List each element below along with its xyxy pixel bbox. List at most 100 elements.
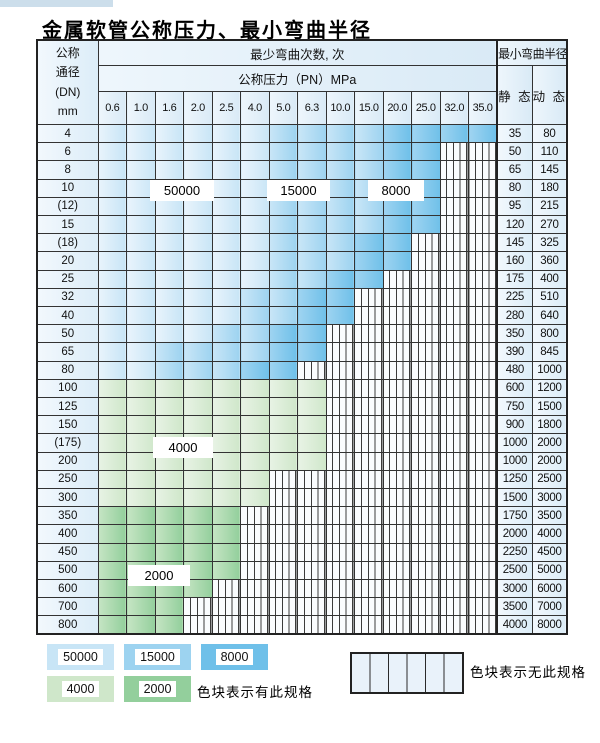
spec-cell bbox=[354, 233, 384, 253]
spec-cell bbox=[154, 360, 184, 380]
no-spec-cell bbox=[468, 233, 498, 253]
static-radius-value: 390 bbox=[496, 342, 533, 362]
no-spec-cell bbox=[325, 469, 355, 490]
table-row: 50 350 800 bbox=[36, 324, 568, 344]
legend-swatch-2000: 2000 bbox=[124, 676, 191, 702]
spec-cell bbox=[183, 251, 213, 271]
spec-cell bbox=[268, 397, 298, 417]
pressure-value-header: 6.3 bbox=[297, 91, 327, 125]
dn-label: 80 bbox=[36, 360, 99, 380]
no-spec-cell bbox=[439, 178, 469, 198]
spec-cell bbox=[211, 215, 241, 235]
legend-swatch-label: 15000 bbox=[135, 649, 180, 665]
spec-cell bbox=[154, 469, 184, 490]
spec-cell bbox=[126, 196, 156, 217]
spec-cell bbox=[126, 269, 156, 289]
spec-cell bbox=[97, 433, 127, 453]
no-spec-cell bbox=[468, 160, 498, 180]
spec-cell bbox=[240, 324, 270, 344]
dn-label: 25 bbox=[36, 269, 99, 289]
no-spec-cell bbox=[382, 579, 412, 599]
pressure-value-header: 35.0 bbox=[468, 91, 498, 125]
no-spec-cell bbox=[468, 342, 498, 362]
spec-cell bbox=[240, 397, 270, 417]
spec-cell bbox=[154, 597, 184, 617]
spec-cell bbox=[97, 142, 127, 162]
no-spec-cell bbox=[354, 342, 384, 362]
no-spec-cell bbox=[382, 597, 412, 617]
spec-cell bbox=[211, 142, 241, 162]
spec-cell bbox=[325, 215, 355, 235]
no-spec-cell bbox=[439, 524, 469, 544]
spec-cell bbox=[126, 233, 156, 253]
legend-has-spec-note: 色块表示有此规格 bbox=[197, 685, 313, 700]
table-row: 20 160 360 bbox=[36, 251, 568, 271]
spec-cell bbox=[354, 251, 384, 271]
spec-cell bbox=[126, 160, 156, 180]
spec-cell bbox=[268, 123, 298, 144]
no-spec-cell bbox=[183, 597, 213, 617]
no-spec-cell bbox=[411, 615, 441, 635]
no-spec-cell bbox=[468, 142, 498, 162]
spec-cell bbox=[126, 251, 156, 271]
pressure-values-row: 0.6 1.0 1.6 2.0 2.5 4.0 5.0 6.3 10.0 15.0 20.0 25.0… bbox=[37, 91, 567, 125]
table-row: 400 2000 4000 bbox=[36, 524, 568, 544]
no-spec-cell bbox=[439, 560, 469, 581]
static-radius-value: 4000 bbox=[496, 615, 533, 635]
static-radius-value: 2000 bbox=[496, 524, 533, 544]
spec-cell bbox=[240, 488, 270, 508]
no-spec-cell bbox=[439, 233, 469, 253]
spec-cell bbox=[126, 397, 156, 417]
spec-cell bbox=[382, 251, 412, 271]
no-spec-cell bbox=[325, 560, 355, 581]
spec-cell bbox=[240, 196, 270, 217]
dn-header-line: 通径 bbox=[55, 65, 80, 79]
static-radius-value: 35 bbox=[496, 123, 533, 144]
no-spec-cell bbox=[468, 451, 498, 471]
no-spec-cell bbox=[439, 433, 469, 453]
no-spec-cell bbox=[439, 579, 469, 599]
spec-cell bbox=[154, 378, 184, 399]
no-spec-cell bbox=[439, 287, 469, 308]
no-spec-cell bbox=[297, 542, 327, 562]
no-spec-cell bbox=[325, 597, 355, 617]
no-spec-cell bbox=[439, 269, 469, 289]
no-spec-cell bbox=[211, 597, 241, 617]
spec-cell bbox=[183, 233, 213, 253]
dn-label: 300 bbox=[36, 488, 99, 508]
spec-cell bbox=[268, 269, 298, 289]
no-spec-cell bbox=[354, 579, 384, 599]
spec-cell bbox=[382, 233, 412, 253]
no-spec-cell bbox=[439, 397, 469, 417]
no-spec-cell bbox=[439, 488, 469, 508]
spec-cell bbox=[411, 142, 441, 162]
spec-cell bbox=[97, 269, 127, 289]
spec-cell bbox=[97, 542, 127, 562]
table-row: 600 3000 6000 bbox=[36, 579, 568, 599]
dynamic-radius-value: 215 bbox=[531, 196, 568, 217]
spec-cell bbox=[183, 542, 213, 562]
dn-label: 500 bbox=[36, 560, 99, 581]
spec-cell bbox=[126, 615, 156, 635]
spec-cell bbox=[97, 233, 127, 253]
static-radius-value: 1750 bbox=[496, 506, 533, 526]
legend-row-blue: 50000 15000 8000 bbox=[47, 644, 268, 670]
dynamic-radius-value: 180 bbox=[531, 178, 568, 198]
spec-cell bbox=[211, 324, 241, 344]
no-spec-cell bbox=[382, 360, 412, 380]
spec-cell bbox=[325, 160, 355, 180]
table-row: 125 750 1500 bbox=[36, 397, 568, 417]
no-spec-cell bbox=[382, 287, 412, 308]
table-row: 350 1750 3500 bbox=[36, 506, 568, 526]
spec-cell bbox=[211, 506, 241, 526]
spec-cell bbox=[183, 579, 213, 599]
no-spec-cell bbox=[382, 378, 412, 399]
spec-cell bbox=[325, 123, 355, 144]
spec-cell bbox=[183, 123, 213, 144]
no-spec-cell bbox=[297, 597, 327, 617]
no-spec-cell bbox=[468, 524, 498, 544]
no-spec-cell bbox=[439, 160, 469, 180]
spec-cell bbox=[268, 287, 298, 308]
dynamic-radius-value: 2000 bbox=[531, 451, 568, 471]
spec-cell bbox=[126, 306, 156, 326]
